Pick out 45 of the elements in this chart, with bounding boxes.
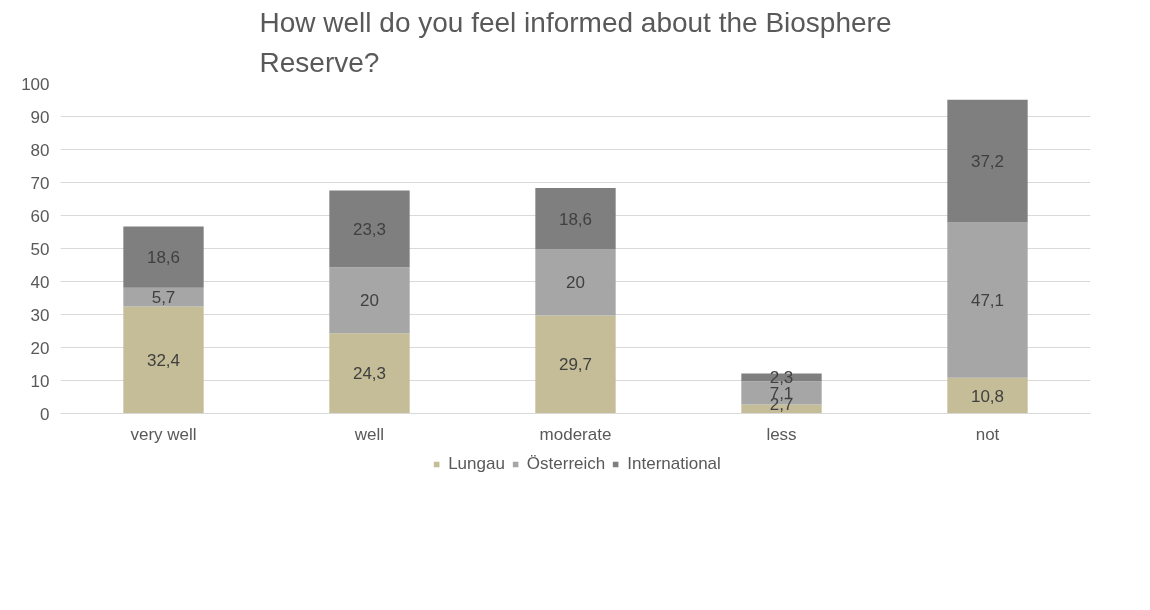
bar	[123, 226, 204, 288]
data-label: 20	[566, 273, 585, 293]
legend-label: Lungau	[448, 454, 505, 474]
y-tick-label: 90	[30, 107, 50, 127]
data-label: 29,7	[558, 355, 593, 375]
data-label: 2,3	[769, 368, 794, 388]
bar	[947, 99, 1028, 223]
data-label: 20	[360, 291, 379, 311]
y-tick-label: 0	[40, 404, 50, 424]
y-tick-label: 30	[30, 305, 50, 325]
y-tick-label: 20	[30, 338, 50, 358]
chart-title: How well do you feel informed about the Biosphere Reserve?	[259, 7, 892, 79]
data-label: 37,2	[970, 152, 1005, 172]
data-label: 5,7	[151, 288, 176, 308]
legend-label: International	[627, 454, 721, 474]
data-label: 18,6	[146, 248, 181, 268]
x-tick-label: very well	[130, 424, 197, 444]
y-tick-label: 100	[21, 74, 50, 94]
bar	[535, 188, 616, 250]
data-label: 18,6	[558, 209, 593, 229]
y-tick-label: 50	[30, 239, 50, 259]
bar	[329, 267, 410, 334]
bar	[123, 287, 204, 307]
x-tick-label: moderate	[539, 424, 612, 444]
data-label: 47,1	[970, 291, 1005, 311]
bar	[947, 377, 1028, 414]
y-tick-label: 40	[30, 272, 50, 292]
x-tick-label: not	[975, 424, 1000, 444]
bar	[535, 249, 616, 316]
y-tick-label: 70	[30, 173, 50, 193]
data-label: 23,3	[352, 219, 387, 239]
bar	[329, 190, 410, 268]
data-label: 24,3	[352, 364, 387, 384]
bar	[947, 222, 1028, 378]
bar	[535, 315, 616, 414]
y-tick-label: 80	[30, 140, 50, 160]
data-label: 10,8	[970, 386, 1005, 406]
bar	[329, 333, 410, 414]
x-tick-label: less	[766, 424, 797, 444]
legend-label: Österreich	[526, 454, 606, 474]
bar	[123, 306, 204, 414]
y-tick-label: 10	[30, 371, 50, 391]
x-tick-label: well	[353, 424, 385, 444]
data-label: 32,4	[146, 351, 181, 371]
y-tick-label: 60	[30, 206, 50, 226]
